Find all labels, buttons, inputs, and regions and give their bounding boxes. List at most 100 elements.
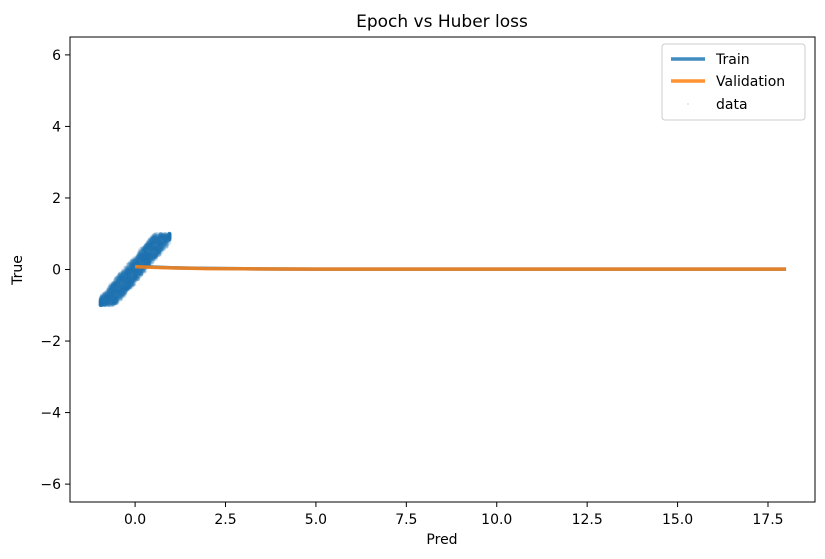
scatter-point	[126, 266, 131, 271]
scatter-point	[114, 299, 119, 304]
scatter-point	[128, 282, 133, 287]
scatter-point	[132, 274, 137, 279]
scatter-point	[128, 269, 133, 274]
scatter-point	[123, 279, 128, 284]
scatter-point	[131, 262, 136, 267]
scatter-point	[125, 270, 130, 275]
scatter-point	[98, 300, 103, 305]
scatter-point	[152, 233, 157, 238]
scatter-point	[118, 281, 123, 286]
scatter-point	[165, 239, 170, 244]
scatter-point	[125, 287, 130, 292]
scatter-point	[129, 262, 134, 267]
scatter-point	[128, 271, 133, 276]
scatter-point	[163, 234, 168, 239]
scatter-point	[151, 253, 156, 258]
scatter-point	[106, 286, 111, 291]
scatter-point	[156, 241, 161, 246]
scatter-point	[154, 240, 159, 245]
chart-title: Epoch vs Huber loss	[356, 12, 528, 32]
scatter-point	[108, 292, 113, 297]
scatter-point	[158, 241, 163, 246]
scatter-point	[144, 260, 149, 265]
scatter-point	[117, 284, 122, 289]
scatter-point	[116, 284, 121, 289]
scatter-point	[160, 235, 165, 240]
scatter-point	[151, 240, 156, 245]
scatter-point	[162, 234, 167, 239]
scatter-point	[135, 268, 140, 273]
scatter-point	[118, 293, 123, 298]
scatter-point	[123, 279, 128, 284]
scatter-point	[158, 246, 163, 251]
scatter-point	[104, 290, 109, 295]
scatter-point	[114, 288, 119, 293]
scatter-point	[99, 300, 104, 305]
scatter-point	[135, 269, 140, 274]
scatter-point	[128, 280, 133, 285]
scatter-point	[103, 292, 108, 297]
scatter-point	[127, 283, 132, 288]
y-tick-label: 6	[52, 48, 61, 64]
scatter-point	[131, 261, 136, 266]
scatter-point	[167, 237, 172, 242]
scatter-point	[125, 279, 130, 284]
scatter-point	[113, 282, 118, 287]
scatter-point	[116, 290, 121, 295]
scatter-point	[131, 276, 136, 281]
scatter-point	[159, 241, 164, 246]
scatter-point	[115, 291, 120, 296]
scatter-point	[133, 273, 138, 278]
scatter-point	[142, 269, 147, 274]
scatter-point	[128, 267, 133, 272]
scatter-point	[137, 267, 142, 272]
scatter-point	[120, 271, 125, 276]
scatter-point	[144, 245, 149, 250]
scatter-point	[155, 238, 160, 243]
scatter-point	[113, 288, 118, 293]
scatter-point	[131, 266, 136, 271]
scatter-point	[167, 233, 172, 238]
scatter-point	[161, 243, 166, 248]
scatter-point	[134, 260, 139, 265]
scatter-point	[137, 271, 142, 276]
scatter-point	[114, 281, 119, 286]
scatter-point	[151, 240, 156, 245]
scatter-point	[156, 240, 161, 245]
scatter-point	[158, 240, 163, 245]
scatter-point	[129, 272, 134, 277]
scatter-point	[126, 276, 131, 281]
scatter-point	[154, 239, 159, 244]
scatter-point	[120, 275, 125, 280]
scatter-point	[167, 231, 172, 236]
scatter-point	[149, 245, 154, 250]
scatter-point	[131, 277, 136, 282]
scatter-point	[116, 282, 121, 287]
scatter-point	[141, 255, 146, 260]
scatter-point	[128, 284, 133, 289]
scatter-point	[109, 301, 114, 306]
scatter-point	[133, 274, 138, 279]
scatter-point	[167, 235, 172, 240]
scatter-point	[130, 267, 135, 272]
scatter-point	[142, 246, 147, 251]
scatter-point	[119, 295, 124, 300]
scatter-point	[126, 263, 131, 268]
scatter-point	[106, 294, 111, 299]
scatter-point	[160, 235, 165, 240]
scatter-point	[134, 276, 139, 281]
scatter-point	[167, 235, 172, 240]
scatter-point	[107, 299, 112, 304]
scatter-point	[156, 249, 161, 254]
scatter-point	[156, 247, 161, 252]
scatter-point	[167, 237, 172, 242]
scatter-point	[128, 282, 133, 287]
scatter-point	[148, 258, 153, 263]
scatter-point	[156, 235, 161, 240]
scatter-point	[153, 240, 158, 245]
scatter-point	[139, 257, 144, 262]
scatter-point	[146, 252, 151, 257]
scatter-point	[155, 238, 160, 243]
scatter-point	[123, 285, 128, 290]
scatter-point	[114, 282, 119, 287]
